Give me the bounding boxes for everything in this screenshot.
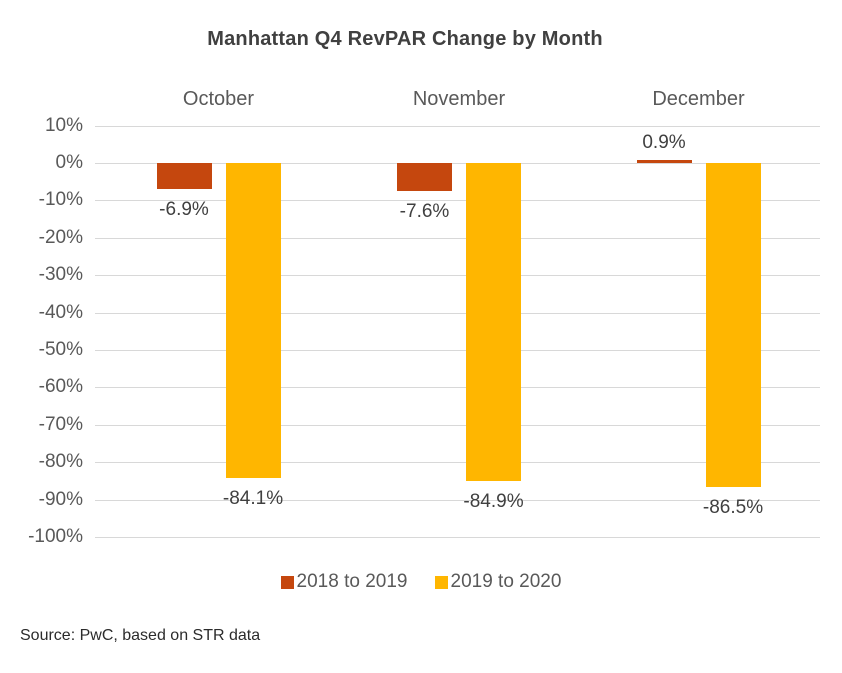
plot-area: 10% 0% -10% -20% -30% -40% -50% -60% -70% -80% -90… [28, 88, 820, 547]
chart-title: Manhattan Q4 RevPAR Change by Month [207, 28, 603, 50]
bar-2019-to-2020-november [466, 163, 521, 481]
legend: 2018 to 2019 2019 to 2020 [0, 571, 842, 593]
gridline--20 [95, 238, 820, 239]
gridline--50 [95, 350, 820, 351]
y-tick-label: -40% [38, 302, 83, 323]
bar-value-label: 0.9% [642, 131, 686, 153]
y-tick-label: 0% [55, 152, 83, 173]
y-tick-label: -20% [38, 227, 83, 248]
legend-item-2019-to-2020: 2019 to 2020 [434, 571, 562, 593]
bar-value-label: -84.1% [222, 487, 284, 509]
y-tick-label: -80% [38, 451, 83, 472]
legend-label: 2019 to 2020 [450, 571, 562, 592]
gridline--70 [95, 425, 820, 426]
y-tick-label: -100% [28, 526, 83, 547]
y-tick-label: -60% [38, 376, 83, 397]
bar-2019-to-2020-october [225, 163, 281, 478]
column-header-november: November [412, 88, 506, 110]
bar-2019-to-2020-december [705, 163, 761, 487]
bar-2018-to-2019-november [397, 163, 452, 191]
column-header-december: December [652, 88, 745, 110]
gridline-0 [95, 163, 820, 164]
y-tick-label: -50% [38, 339, 83, 360]
gridline--60 [95, 387, 820, 388]
gridline--30 [95, 275, 820, 276]
bar-value-label: -7.6% [399, 201, 450, 223]
y-tick-label: 10% [44, 115, 83, 136]
bar-value-label: -86.5% [702, 496, 764, 518]
gridline-10 [95, 126, 820, 127]
gridline--80 [95, 462, 820, 463]
legend-swatch-icon [280, 575, 294, 589]
source-note: Source: PwC, based on STR data [20, 627, 261, 644]
bar-value-label: -6.9% [159, 198, 209, 220]
y-tick-label: -30% [38, 264, 83, 285]
y-tick-label: -90% [38, 489, 83, 510]
bar-value-label: -84.9% [463, 490, 524, 512]
gridline--10 [95, 200, 820, 201]
legend-swatch-icon [434, 575, 448, 589]
column-header-october: October [182, 88, 255, 110]
legend-item-2018-to-2019: 2018 to 2019 [280, 571, 408, 593]
gridline--40 [95, 313, 820, 314]
bar-2018-to-2019-october [156, 163, 212, 189]
y-tick-label: -10% [38, 189, 83, 210]
gridline--90 [95, 500, 820, 501]
bar-2018-to-2019-december [636, 160, 692, 163]
y-tick-label: -70% [38, 414, 83, 435]
legend-label: 2018 to 2019 [296, 571, 408, 592]
gridline--100 [95, 537, 820, 538]
